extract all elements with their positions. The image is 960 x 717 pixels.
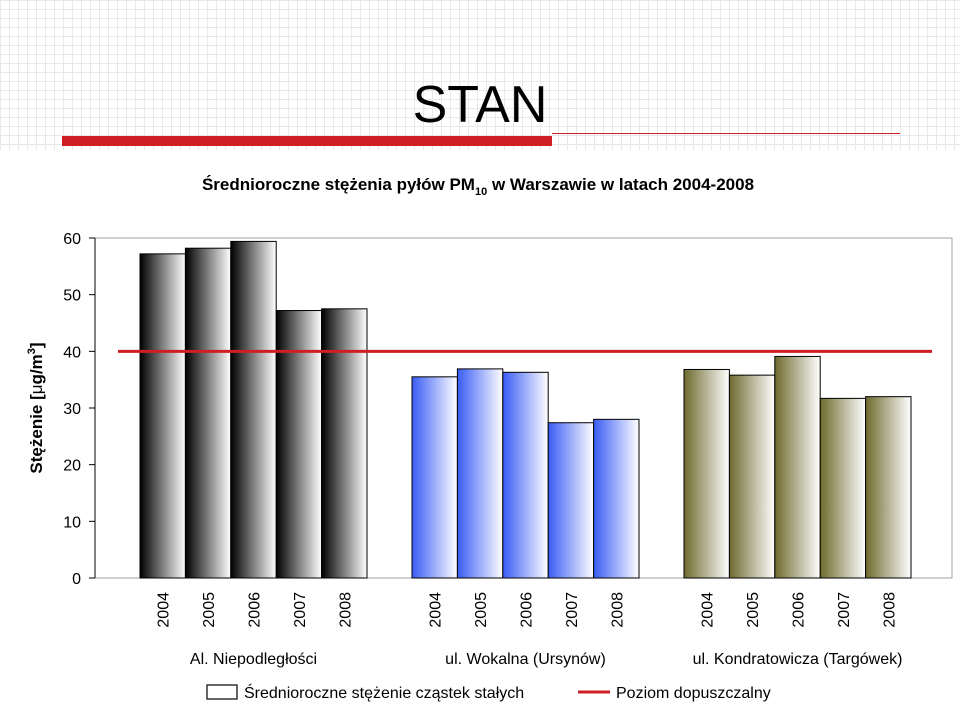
bar bbox=[321, 308, 368, 579]
y-tick-label: 50 bbox=[63, 288, 81, 305]
legend-bar-swatch bbox=[206, 684, 238, 700]
bars bbox=[139, 240, 912, 579]
x-tick-label: 2007 bbox=[836, 592, 853, 628]
x-axis-labels: 2004 2005 2006 2007 2008 Al. Niepodległości 20… bbox=[156, 592, 903, 668]
x-tick-label: 2005 bbox=[201, 592, 218, 628]
group-label: ul. Kondratowicza (Targówek) bbox=[693, 651, 903, 668]
chart-title: Średnioroczne stężenia pyłów PM10 w Wars… bbox=[202, 175, 754, 198]
x-tick-label: 2008 bbox=[337, 592, 354, 628]
x-tick-label: 2004 bbox=[156, 592, 173, 628]
x-tick-label: 2006 bbox=[791, 592, 808, 628]
x-tick-label: 2004 bbox=[700, 592, 717, 628]
bar bbox=[275, 310, 323, 579]
slide-grid-background bbox=[0, 0, 960, 150]
x-tick-label: 2005 bbox=[745, 592, 762, 628]
x-tick-label: 2006 bbox=[519, 592, 536, 628]
x-tick-label: 2006 bbox=[247, 592, 264, 628]
group-label: Al. Niepodległości bbox=[190, 651, 317, 668]
bar bbox=[819, 397, 867, 579]
title-accent-bar bbox=[62, 136, 552, 146]
x-tick-label: 2008 bbox=[609, 592, 626, 628]
bar bbox=[683, 368, 730, 579]
bar bbox=[184, 247, 232, 579]
bar bbox=[547, 422, 595, 579]
legend: Średnioroczne stężenie cząstek stałych P… bbox=[206, 683, 771, 702]
x-tick-label: 2005 bbox=[473, 592, 490, 628]
bar bbox=[502, 371, 549, 579]
y-tick-label: 20 bbox=[63, 458, 81, 475]
y-tick-label: 30 bbox=[63, 401, 81, 418]
bar bbox=[411, 376, 458, 579]
slide-title: STAN bbox=[412, 76, 548, 134]
y-tick-label: 0 bbox=[72, 571, 81, 588]
chart-title-subscript: 10 bbox=[475, 186, 487, 198]
bar bbox=[230, 240, 277, 579]
y-tick-label: 40 bbox=[63, 344, 81, 361]
y-tick-label: 60 bbox=[63, 231, 81, 248]
x-tick-label: 2007 bbox=[292, 592, 309, 628]
bar bbox=[593, 418, 640, 579]
bar bbox=[456, 368, 504, 579]
y-axis-label: Stężenie [μg/m3] bbox=[26, 342, 46, 473]
chart-title-rest: w Warszawie w latach 2004-2008 bbox=[487, 175, 754, 194]
chart-title-main: Średnioroczne stężenia pyłów PM bbox=[202, 175, 475, 194]
x-tick-label: 2004 bbox=[428, 592, 445, 628]
title-thin-rule bbox=[552, 133, 900, 134]
bar bbox=[865, 396, 912, 579]
x-tick-label: 2007 bbox=[564, 592, 581, 628]
bar bbox=[139, 253, 186, 579]
y-axis: 0 10 20 30 40 50 60 bbox=[63, 231, 96, 588]
bar bbox=[728, 374, 776, 579]
group-label: ul. Wokalna (Ursynów) bbox=[445, 651, 606, 668]
bar bbox=[774, 355, 821, 579]
y-tick-label: 10 bbox=[63, 514, 81, 531]
legend-line-label: Poziom dopuszczalny bbox=[616, 685, 771, 702]
legend-bar-label: Średnioroczne stężenie cząstek stałych bbox=[244, 683, 524, 702]
x-tick-label: 2008 bbox=[881, 592, 898, 628]
